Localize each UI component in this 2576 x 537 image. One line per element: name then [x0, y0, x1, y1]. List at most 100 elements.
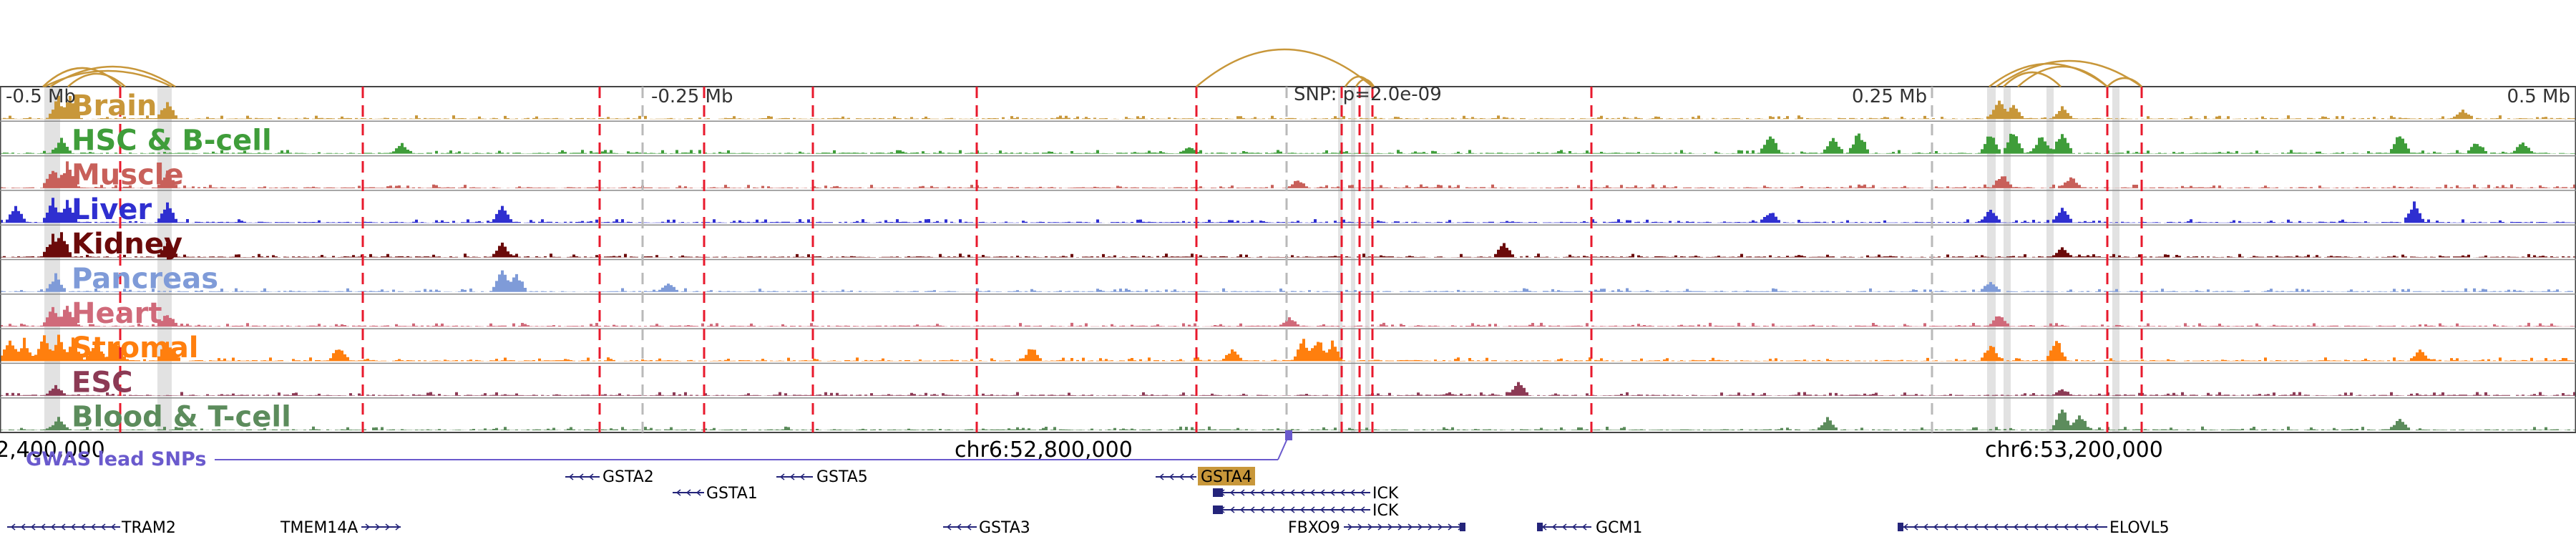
gene-strand-arrow [1309, 489, 1315, 496]
gene-strand-arrow [365, 523, 371, 531]
gene-strand-arrow [1943, 523, 1948, 531]
scale-label-plus-0.25: 0.25 Mb [1852, 86, 1927, 107]
gene-strand-arrow [100, 523, 106, 531]
track-label-9: Blood & T-cell [72, 401, 291, 434]
track-label-7: Stromal [72, 332, 199, 364]
gene-strand-arrow [1407, 523, 1413, 531]
chromatin-loops [42, 48, 2142, 88]
gene-strand-arrow [1428, 523, 1433, 531]
gwas-track: GWAS lead SNPs [26, 430, 1292, 470]
loop-arc [1196, 48, 1373, 87]
gene-label-tmem14a: TMEM14A [280, 519, 358, 537]
track-label-6: Heart [72, 297, 162, 330]
gene-strand-arrow [1561, 523, 1567, 531]
coordinate-label-52800000: chr6:52,800,000 [955, 437, 1133, 463]
scale-label-plus-0.5: 0.5 Mb [2507, 86, 2570, 107]
track-label-3: Liver [72, 193, 152, 226]
loop-arc [2107, 77, 2142, 87]
coordinate-label-53200000: chr6:53,200,000 [1985, 437, 2163, 463]
gene-strand-arrow [1229, 506, 1235, 513]
track-label-0: Brain [72, 90, 157, 122]
gene-label-gsta5: GSTA5 [816, 468, 868, 486]
gene-strand-arrow [90, 523, 96, 531]
signal-track-1 [0, 133, 2576, 154]
gene-strand-arrow [1581, 523, 1587, 531]
gene-strand-arrow [1360, 489, 1365, 496]
gene-strand-arrow [1319, 489, 1325, 496]
gene-exon-elovl5 [1898, 523, 1903, 531]
gene-label-tram2: TRAM2 [121, 519, 176, 537]
gene-strand-arrow [1438, 523, 1443, 531]
gene-strand-arrow [1350, 506, 1355, 513]
gene-strand-arrow [1350, 489, 1355, 496]
gene-strand-arrow [1903, 523, 1908, 531]
gene-strand-arrow [40, 523, 46, 531]
gene-strand-arrow [675, 489, 681, 496]
track-label-5: Pancreas [72, 263, 218, 296]
loop-arc [2003, 71, 2062, 87]
gene-strand-arrow [1330, 506, 1335, 513]
gene-strand-arrow [1319, 506, 1325, 513]
gene-strand-arrow [1448, 523, 1453, 531]
gene-strand-arrow [2003, 523, 2009, 531]
gene-strand-arrow [1309, 506, 1315, 513]
gene-strand-arrow [1189, 473, 1194, 480]
signal-track-5 [0, 270, 2576, 292]
gene-strand-arrow [578, 473, 584, 480]
gene-strand-arrow [2033, 523, 2039, 531]
gene-strand-arrow [60, 523, 66, 531]
loop-arc [42, 67, 122, 87]
gene-strand-arrow [1418, 523, 1423, 531]
gene-strand-arrow [1360, 506, 1365, 513]
gene-exon-ick-1 [1213, 488, 1223, 497]
gene-strand-arrow [1259, 506, 1265, 513]
gwas-lead-snp-marker [1285, 430, 1292, 440]
gene-strand-arrow [385, 523, 391, 531]
gene-strand-arrow [1269, 489, 1275, 496]
gene-strand-arrow [1933, 523, 1938, 531]
gene-strand-arrow [70, 523, 76, 531]
loop-arc [67, 72, 126, 87]
gene-strand-arrow [1397, 523, 1403, 531]
gene-strand-arrow [946, 523, 952, 531]
gwas-track-label: GWAS lead SNPs [26, 448, 206, 470]
loop-arc [49, 65, 176, 88]
gene-strand-arrow [30, 523, 36, 531]
gene-strand-arrow [1983, 523, 1989, 531]
gene-strand-arrow [1269, 506, 1275, 513]
signal-track-2 [0, 161, 2576, 188]
loop-arc [1996, 59, 2142, 88]
gene-strand-arrow [1963, 523, 1968, 531]
track-label-4: Kidney [72, 228, 182, 261]
track-label-1: HSC & B-cell [72, 124, 272, 157]
gene-strand-arrow [789, 473, 795, 480]
scale-label-minus-0.25: -0.25 Mb [651, 86, 733, 107]
gene-strand-arrow [686, 489, 691, 496]
gene-strand-arrow [375, 523, 381, 531]
gene-strand-arrow [1289, 489, 1295, 496]
gene-strand-arrow [1249, 489, 1255, 496]
gene-annotation-track: GSTA2 GSTA1 GSTA5 GSTA4 ICK ICK TRAM2 TM… [7, 467, 2170, 537]
gene-strand-arrow [2043, 523, 2049, 531]
gene-strand-arrow [2053, 523, 2059, 531]
gene-strand-arrow [1551, 523, 1557, 531]
gene-strand-arrow [1993, 523, 1999, 531]
gene-label-gsta1: GSTA1 [706, 485, 758, 503]
gene-strand-arrow [1279, 489, 1285, 496]
marker-lines [119, 87, 2143, 432]
signal-track-9 [0, 410, 2576, 430]
gene-strand-arrow [1340, 506, 1345, 513]
gene-strand-arrow [1299, 489, 1305, 496]
gene-label-gcm1: GCM1 [1596, 519, 1642, 537]
gene-strand-arrow [1923, 523, 1928, 531]
gene-strand-arrow [1973, 523, 1979, 531]
gene-strand-arrow [779, 473, 785, 480]
coordinate-label-left: 2,400,000 [0, 437, 105, 463]
gene-strand-arrow [799, 473, 805, 480]
signal-track-3 [0, 198, 2576, 223]
scale-label-minus-0.5: -0.5 Mb [6, 86, 76, 107]
gene-strand-arrow [1913, 523, 1918, 531]
